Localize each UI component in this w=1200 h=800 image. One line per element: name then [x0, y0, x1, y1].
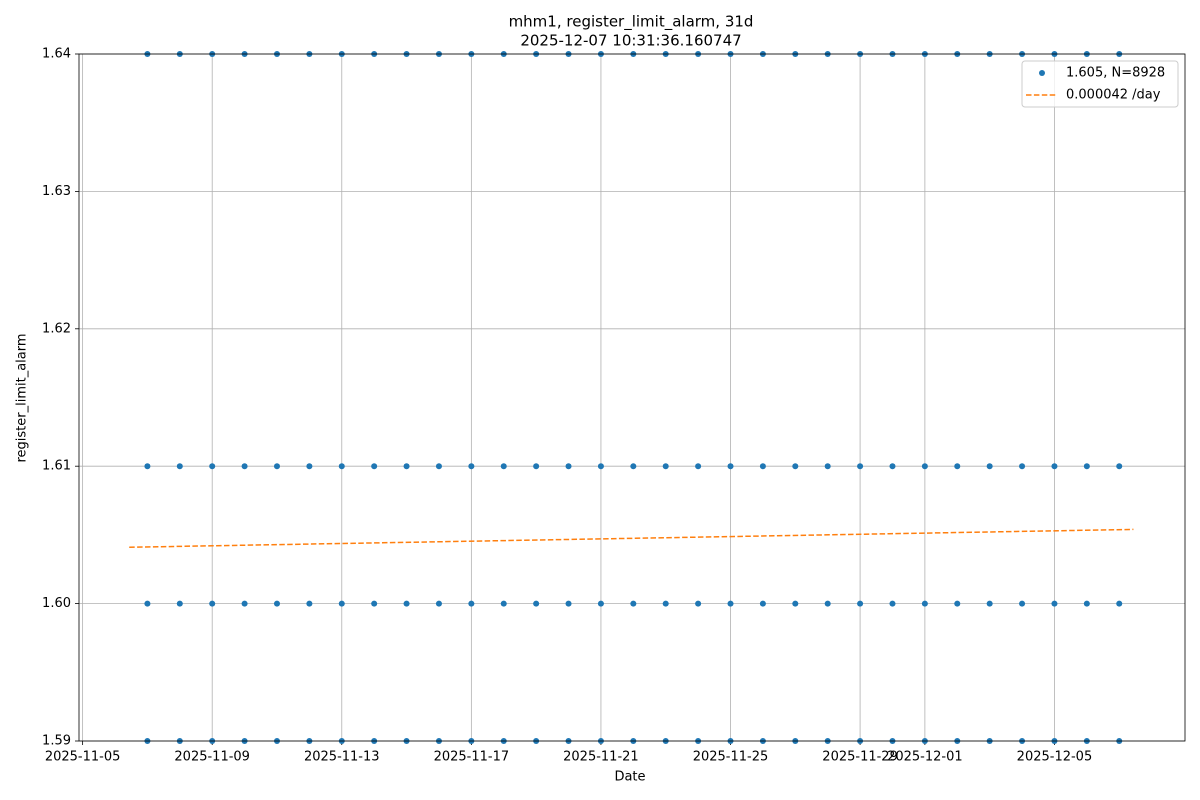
y-axis-label: register_limit_alarm [15, 333, 30, 462]
point [857, 600, 864, 607]
point [954, 600, 961, 607]
point [338, 600, 345, 607]
point [1019, 600, 1026, 607]
point [1116, 463, 1123, 470]
point [630, 463, 637, 470]
point [759, 600, 766, 607]
x-tick-label: 2025-11-13 [304, 750, 380, 765]
x-tick-label: 2025-12-05 [1017, 750, 1093, 765]
x-tick-label: 2025-11-25 [693, 750, 769, 765]
point [921, 600, 928, 607]
point [1083, 463, 1090, 470]
x-tick-label: 2025-11-05 [45, 750, 121, 765]
point [371, 463, 378, 470]
point [306, 463, 313, 470]
point [176, 463, 183, 470]
x-tick-label: 2025-11-09 [174, 750, 250, 765]
point [371, 600, 378, 607]
point [500, 463, 507, 470]
y-tick-label: 1.60 [42, 596, 71, 611]
point [144, 600, 151, 607]
point [727, 463, 734, 470]
point [533, 463, 540, 470]
x-axis-label: Date [614, 770, 645, 785]
point [209, 463, 216, 470]
point [662, 600, 669, 607]
y-tick-label: 1.62 [42, 321, 71, 336]
point [695, 463, 702, 470]
x-tick-label: 2025-11-29 [822, 750, 898, 765]
point [241, 463, 248, 470]
x-tick-label: 2025-12-01 [887, 750, 963, 765]
point [695, 600, 702, 607]
point [824, 463, 831, 470]
point [1051, 600, 1058, 607]
point [986, 463, 993, 470]
point [824, 600, 831, 607]
point [1051, 463, 1058, 470]
legend-marker [1039, 70, 1045, 76]
plot-frame [78, 53, 1186, 742]
point [792, 600, 799, 607]
point [1019, 463, 1026, 470]
point [273, 463, 280, 470]
point [533, 600, 540, 607]
y-tick-label: 1.64 [42, 47, 71, 62]
point [921, 463, 928, 470]
point [889, 600, 896, 607]
x-tick-label: 2025-11-21 [563, 750, 639, 765]
legend-label: 1.605, N=8928 [1066, 66, 1165, 81]
point [727, 600, 734, 607]
chart-title: mhm1, register_limit_alarm, 31d [509, 13, 754, 32]
point [500, 600, 507, 607]
point [792, 463, 799, 470]
point [209, 600, 216, 607]
point [630, 600, 637, 607]
point [435, 600, 442, 607]
legend-label: 0.000042 /day [1066, 88, 1161, 103]
point [176, 600, 183, 607]
y-tick-label: 1.63 [42, 184, 71, 199]
point [403, 600, 410, 607]
point [759, 463, 766, 470]
point [986, 600, 993, 607]
point [306, 600, 313, 607]
point [468, 463, 475, 470]
point [338, 463, 345, 470]
y-tick-label: 1.59 [42, 734, 71, 749]
chart-subtitle: 2025-12-07 10:31:36.160747 [520, 32, 741, 50]
point [468, 600, 475, 607]
legend-box [1021, 60, 1179, 108]
point [597, 600, 604, 607]
y-tick-label: 1.61 [42, 459, 71, 474]
point [241, 600, 248, 607]
point [565, 463, 572, 470]
point [403, 463, 410, 470]
point [273, 600, 280, 607]
point [144, 463, 151, 470]
point [857, 463, 864, 470]
point [662, 463, 669, 470]
point [435, 463, 442, 470]
point [954, 463, 961, 470]
point [1083, 600, 1090, 607]
x-tick-label: 2025-11-17 [434, 750, 510, 765]
point [1116, 600, 1123, 607]
point [597, 463, 604, 470]
point [565, 600, 572, 607]
point [889, 463, 896, 470]
trend-line [129, 528, 1134, 549]
